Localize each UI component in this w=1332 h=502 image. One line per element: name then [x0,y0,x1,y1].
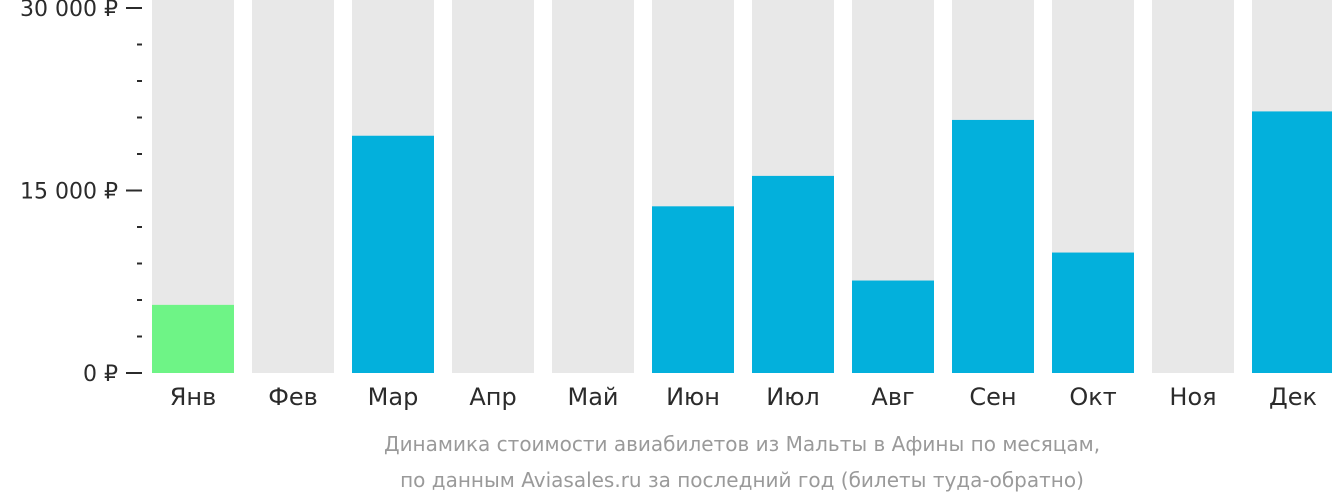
bar-Янв[interactable] [152,304,234,373]
bar-background [252,0,334,373]
chart-caption-line-2: по данным Aviasales.ru за последний год … [400,468,1084,492]
bar-Сен[interactable] [952,119,1034,373]
bar-Июл[interactable] [752,175,834,373]
x-tick-label: Ноя [1169,383,1216,411]
x-tick-label: Авг [871,383,914,411]
bar-Июн[interactable] [652,206,734,373]
x-tick-label: Мар [368,383,419,411]
x-tick-label: Май [567,383,618,411]
bars [152,0,1332,374]
bar-Авг[interactable] [852,280,934,373]
y-tick-label: 30 000 ₽ [20,0,118,22]
x-tick-label: Апр [469,383,516,411]
x-tick-label: Окт [1069,383,1116,411]
chart-caption-line-1: Динамика стоимости авиабилетов из Мальты… [384,432,1100,456]
bar-background [1152,0,1234,373]
x-tick-label: Дек [1269,383,1317,411]
bar-background [452,0,534,373]
bar-Окт[interactable] [1052,252,1134,373]
x-tick-label: Сен [969,383,1016,411]
x-tick-label: Июл [766,383,820,411]
y-tick-label: 0 ₽ [83,362,118,387]
y-tick-label: 15 000 ₽ [20,180,118,205]
bar-Мар[interactable] [352,135,434,373]
x-tick-label: Янв [170,383,217,411]
x-tick-label: Июн [666,383,720,411]
y-axis: 30 000 ₽ 15 000 ₽ 0 ₽ [20,0,142,387]
x-tick-label: Фев [268,383,318,411]
x-axis: Янв Фев Мар Апр Май Июн Июл Авг Сен Окт Ноя Дек [170,383,1317,411]
bar-Дек[interactable] [1252,111,1332,374]
bar-background [552,0,634,373]
